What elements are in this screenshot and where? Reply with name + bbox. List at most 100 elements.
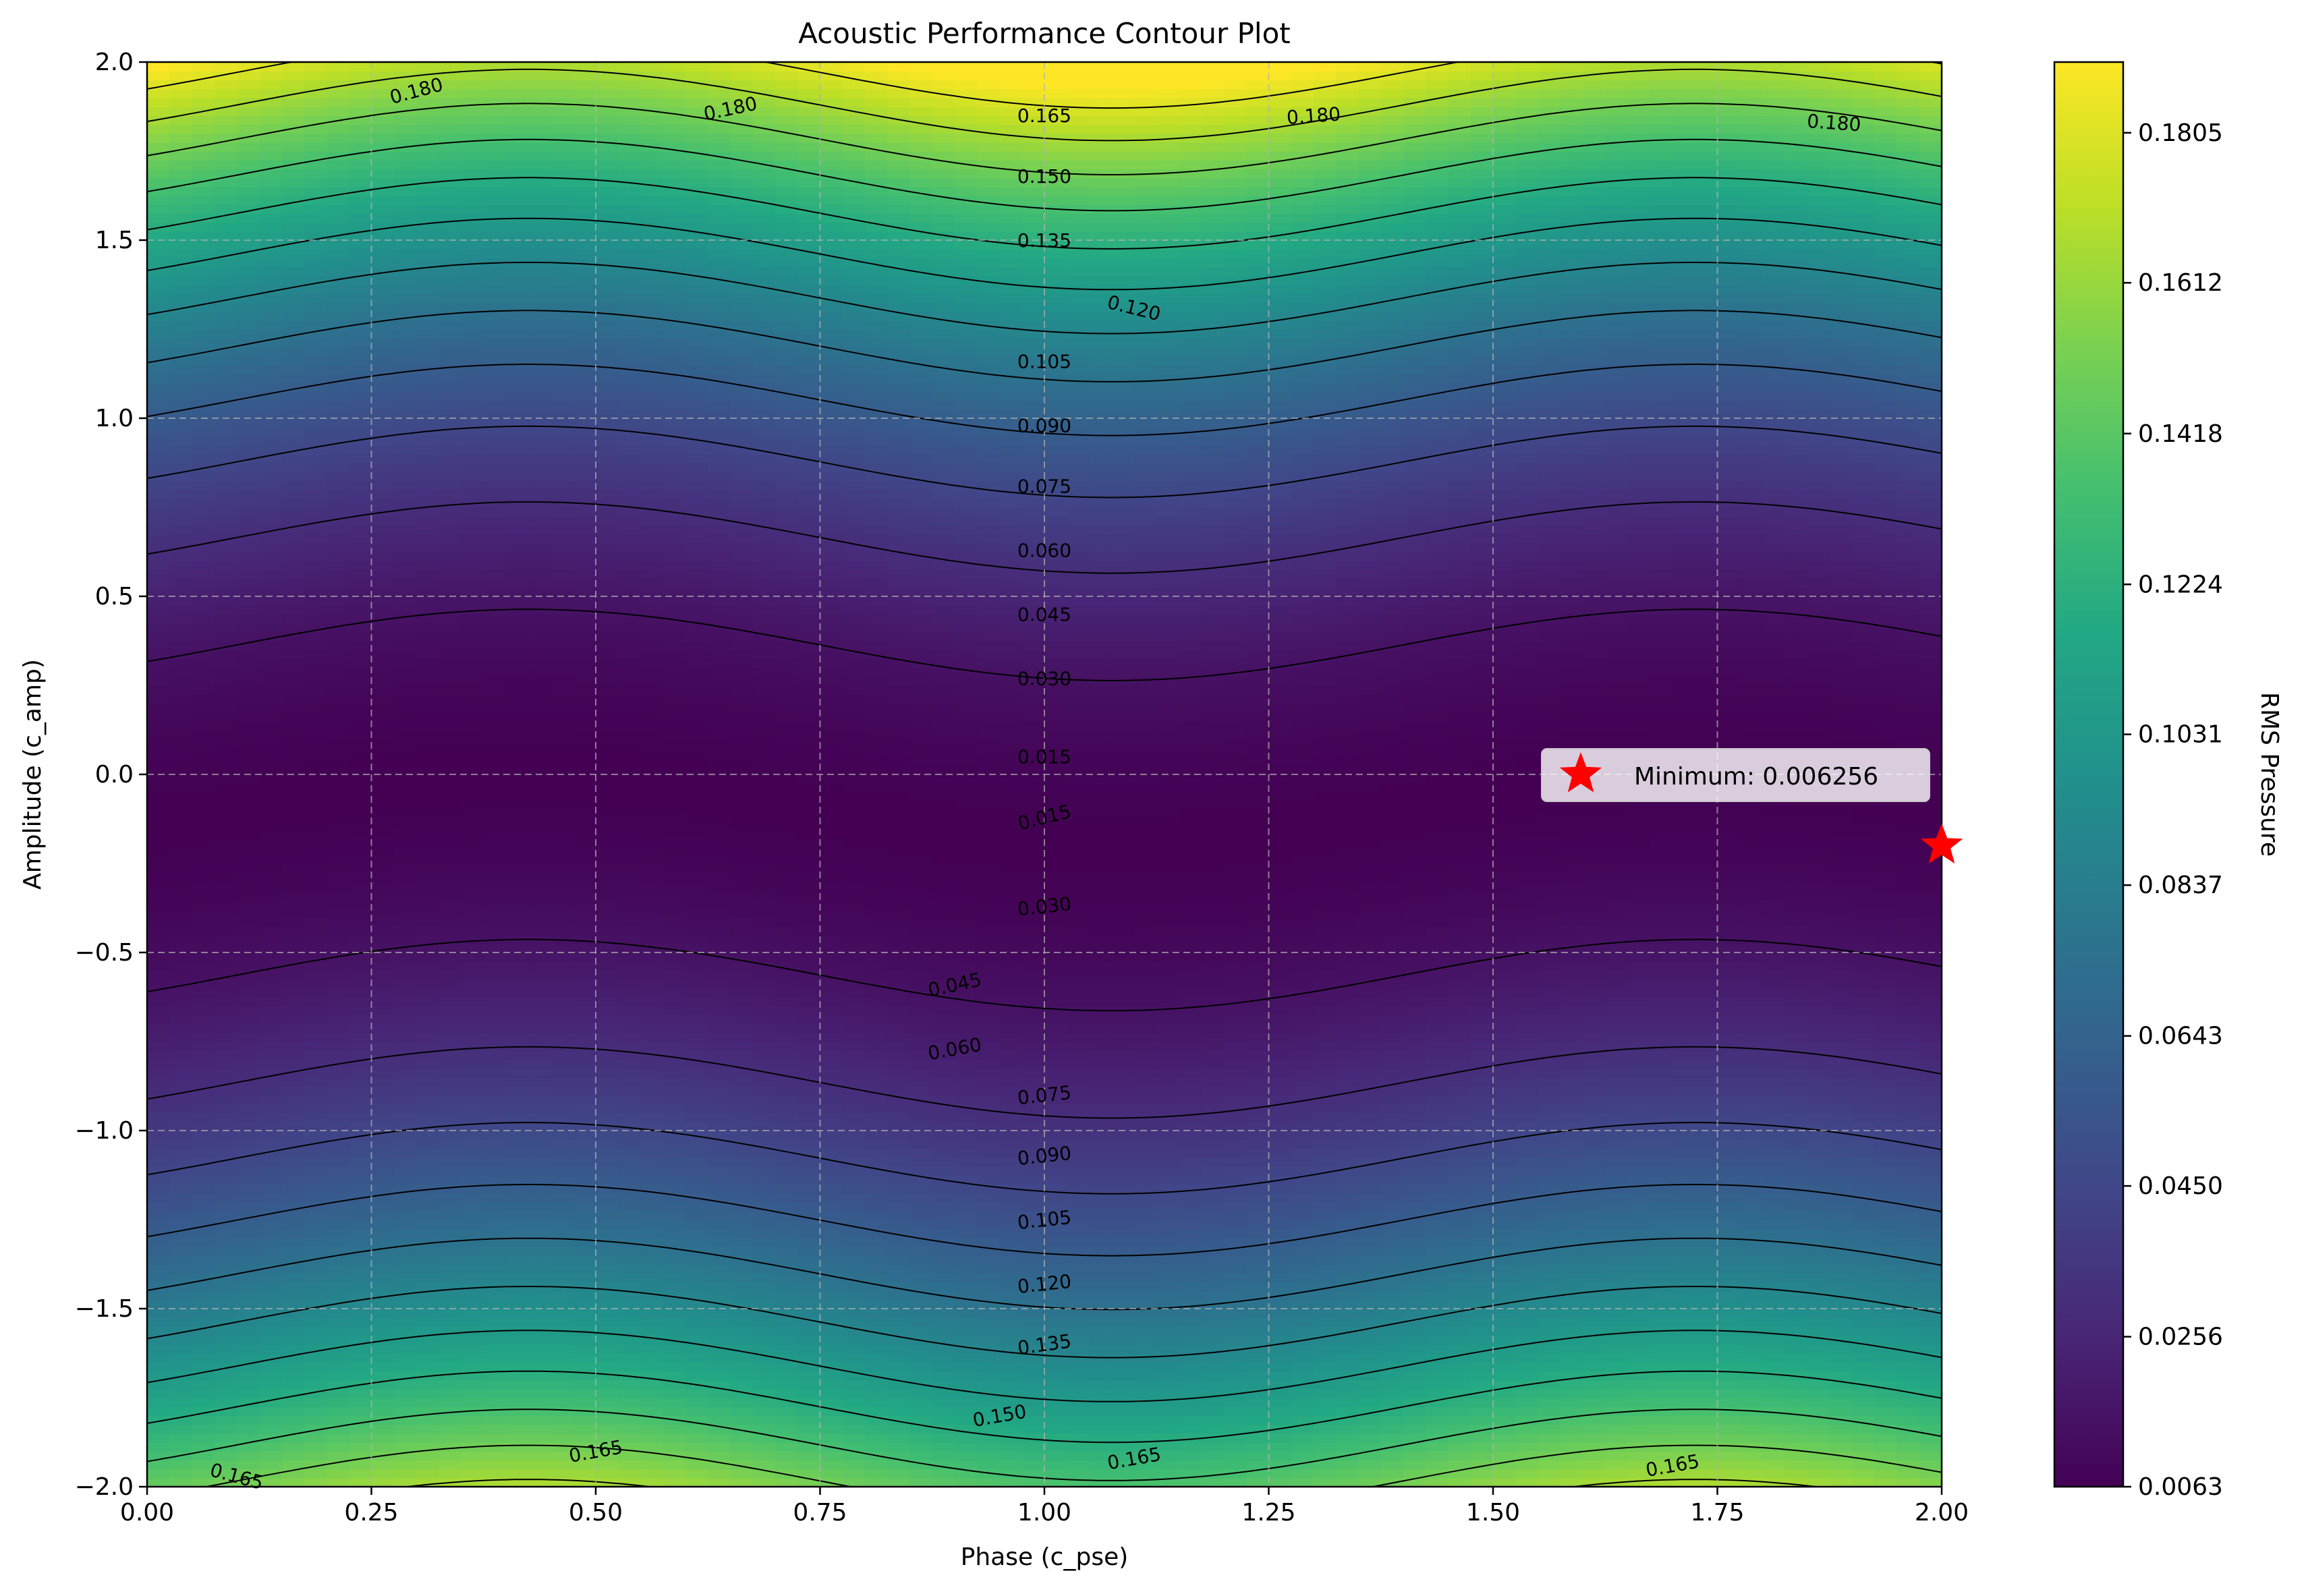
heat-cell	[439, 534, 462, 544]
heat-cell	[439, 374, 462, 383]
heat-cell	[281, 1326, 305, 1336]
heat-cell	[618, 614, 642, 624]
heat-cell	[640, 1442, 664, 1452]
heat-cell	[461, 1477, 484, 1487]
heat-cell	[506, 302, 530, 312]
heat-cell	[393, 1299, 417, 1309]
heat-cell	[775, 739, 799, 749]
heat-cell	[439, 730, 462, 739]
heat-cell	[349, 133, 372, 143]
heat-cell	[618, 783, 642, 793]
heat-cell	[192, 186, 215, 196]
heat-cell	[439, 329, 462, 339]
heat-cell	[640, 97, 664, 107]
heat-cell	[349, 498, 372, 508]
heat-cell	[169, 934, 193, 944]
heat-cell	[349, 792, 372, 802]
heat-cell	[169, 961, 193, 971]
heat-cell	[685, 1353, 709, 1363]
heat-cell	[596, 1184, 619, 1194]
heat-cell	[618, 507, 642, 517]
heat-cell	[573, 943, 596, 953]
heat-cell	[551, 819, 574, 828]
heat-cell	[439, 623, 462, 633]
heat-cell	[528, 115, 552, 125]
heat-cell	[618, 828, 642, 838]
heat-cell	[820, 285, 843, 294]
heat-cell	[192, 463, 215, 472]
heat-cell	[708, 293, 731, 304]
heat-cell	[192, 320, 215, 330]
heat-cell	[281, 1406, 305, 1417]
heat-cell	[349, 222, 372, 232]
heat-cell	[730, 427, 754, 437]
heat-cell	[349, 1148, 372, 1158]
heat-cell	[685, 240, 709, 250]
heat-cell	[797, 374, 821, 383]
heat-cell	[842, 1442, 866, 1452]
heat-cell	[797, 703, 821, 713]
heat-cell	[528, 1442, 552, 1452]
heat-cell	[663, 925, 686, 936]
heat-cell	[237, 819, 260, 828]
heat-cell	[685, 1228, 709, 1238]
heat-cell	[730, 436, 754, 446]
heat-cell	[371, 133, 395, 143]
heat-cell	[259, 596, 283, 606]
heat-cell	[214, 453, 237, 463]
heat-cell	[752, 1282, 776, 1292]
heat-cell	[752, 480, 776, 490]
heat-cell	[192, 756, 215, 766]
heat-cell	[483, 1388, 507, 1398]
heat-cell	[663, 1023, 686, 1033]
heat-cell	[393, 204, 417, 215]
heat-cell	[147, 427, 171, 437]
heat-cell	[237, 1379, 260, 1390]
heat-cell	[214, 685, 237, 695]
heat-cell	[573, 1460, 596, 1470]
heat-cell	[483, 890, 507, 900]
heat-cell	[416, 1023, 440, 1033]
heat-cell	[506, 204, 530, 215]
heat-cell	[730, 525, 754, 535]
heat-cell	[147, 1255, 171, 1265]
heat-cell	[416, 569, 440, 579]
heat-cell	[708, 1477, 731, 1487]
heat-cell	[752, 382, 776, 393]
heat-cell	[820, 881, 843, 891]
heat-cell	[506, 1210, 530, 1220]
heat-cell	[573, 1246, 596, 1256]
heat-cell	[147, 169, 171, 179]
heat-cell	[327, 222, 350, 232]
heat-cell	[528, 890, 552, 900]
heat-cell	[169, 1086, 193, 1095]
heat-cell	[214, 561, 237, 571]
heat-cell	[192, 1121, 215, 1131]
heat-cell	[304, 872, 327, 882]
heat-cell	[596, 222, 619, 232]
heat-cell	[528, 881, 552, 891]
heat-cell	[752, 792, 776, 802]
heat-cell	[820, 427, 843, 437]
heat-cell	[237, 783, 260, 793]
heat-cell	[439, 828, 462, 838]
heat-cell	[483, 1193, 507, 1203]
heat-cell	[506, 453, 530, 463]
heat-cell	[573, 107, 596, 116]
heat-cell	[416, 561, 440, 571]
heat-cell	[349, 240, 372, 250]
heat-cell	[416, 1166, 440, 1176]
heat-cell	[842, 1469, 866, 1479]
heat-cell	[192, 453, 215, 463]
heat-cell	[393, 667, 417, 677]
heat-cell	[237, 231, 260, 241]
heat-cell	[775, 498, 799, 508]
heat-cell	[169, 1237, 193, 1247]
heat-cell	[304, 578, 327, 588]
heat-cell	[820, 739, 843, 749]
heat-cell	[169, 1228, 193, 1238]
heat-cell	[663, 988, 686, 998]
heat-cell	[393, 569, 417, 579]
heat-cell	[281, 1460, 305, 1470]
heat-cell	[393, 1077, 417, 1087]
